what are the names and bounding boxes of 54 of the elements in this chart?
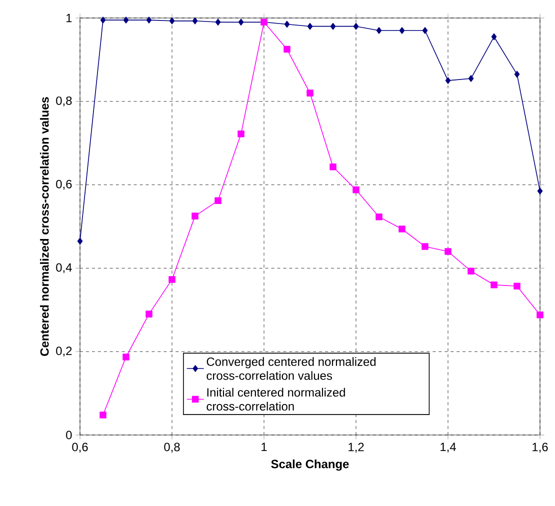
point [330,163,336,170]
y-tick-label: 0,8 [56,96,72,106]
point [422,243,428,250]
y-tick-label: 1 [66,14,72,22]
y-axis-title: Centered normalized cross-correlation values [40,97,49,356]
point [444,248,452,255]
legend-label: Converged centered normalized cross-correlation values [206,357,376,380]
x-tick-label: 1,2 [348,442,364,453]
x-tick-label: 0,8 [164,442,180,453]
point [514,282,520,290]
x-axis-title: Scale Change [271,459,349,471]
point [491,33,497,40]
x-tick-label: 1,6 [532,442,548,453]
point [468,75,474,82]
y-tick-label: 0,2 [56,346,72,357]
point [77,238,83,244]
point [123,16,129,24]
point [376,214,382,220]
legend-label: Initial centered normalized cross-correlation [206,388,345,411]
point [214,197,222,204]
point [100,16,106,24]
point [445,77,451,84]
point [284,20,290,28]
point [330,22,336,30]
point [146,310,152,318]
point [146,16,152,24]
point [537,188,543,194]
point [122,354,130,360]
point [192,212,198,220]
x-tick-label: 1 [262,442,267,451]
point [306,90,314,96]
point [536,312,544,318]
point [307,22,313,30]
point [192,18,198,24]
point [284,46,290,53]
point [514,70,520,78]
point [352,186,360,194]
point [100,412,106,418]
point [353,22,359,30]
point [490,281,498,288]
point [238,18,244,26]
point [238,130,244,138]
point [398,226,406,232]
y-tick-label: 0,4 [56,263,72,274]
y-tick-label: 0,6 [56,180,72,190]
point [399,27,405,34]
x-tick-label: 1,4 [440,442,456,453]
point [376,27,382,34]
point [169,18,175,24]
point [168,276,176,283]
point [468,268,474,275]
y-tick-label: 0 [66,430,72,440]
point [422,27,428,34]
point [215,18,221,26]
